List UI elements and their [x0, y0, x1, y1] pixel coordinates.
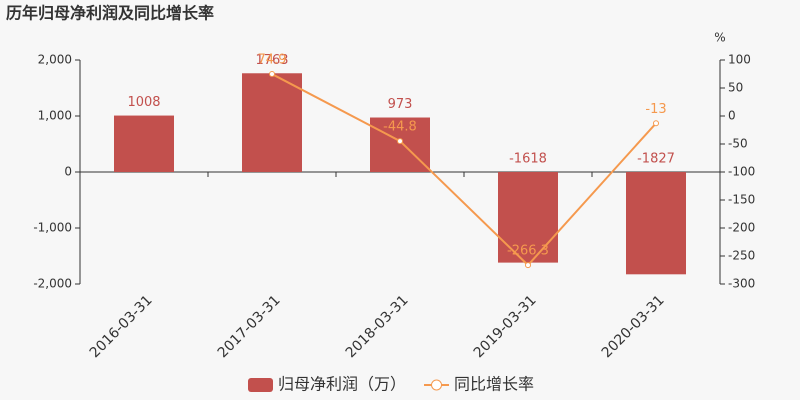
y2-axis-label: % [714, 31, 725, 45]
x-tick-label: 2016-03-31 [87, 292, 156, 361]
x-tick-group: 2016-03-31 [87, 292, 156, 361]
legend-swatch [248, 378, 273, 392]
y-tick-label: -2,000 [33, 277, 72, 291]
y2-tick-label: -300 [728, 277, 755, 291]
y2-tick-label: 100 [728, 53, 751, 67]
bar-value-label: 973 [388, 97, 413, 112]
bar [626, 172, 686, 275]
line [271, 73, 657, 267]
bar-value-label: -1827 [637, 152, 675, 167]
bar [498, 172, 558, 263]
line-point [397, 138, 403, 145]
y2-tick-label: 0 [728, 109, 736, 123]
line-value-label: -13 [645, 102, 666, 117]
x-tick-group: 2019-03-31 [471, 292, 540, 361]
chart-title: 历年归母净利润及同比增长率 [6, 4, 214, 23]
x-tick-label: 2020-03-31 [599, 292, 668, 361]
bar-value-label: 1008 [127, 95, 160, 110]
y2-tick-label: -200 [728, 221, 755, 235]
y2-tick-label: 50 [728, 81, 743, 95]
line-point [525, 262, 531, 269]
y-tick-label: 1,000 [38, 109, 72, 123]
x-tick-group: 2018-03-31 [343, 292, 412, 361]
line-value-label: 74.9 [258, 53, 287, 68]
x-tick-label: 2017-03-31 [215, 292, 284, 361]
bar [370, 117, 430, 172]
y-tick-label: 0 [64, 165, 72, 179]
x-tick-group: 2017-03-31 [215, 292, 284, 361]
line-value-label: -44.8 [383, 120, 417, 135]
y-tick-label: 2,000 [38, 53, 72, 67]
y2-tick-label: -250 [728, 249, 755, 263]
x-tick-group: 2020-03-31 [599, 292, 668, 361]
y2-tick-label: -100 [728, 165, 755, 179]
line-point [653, 120, 659, 127]
legend-label: 同比增长率 [454, 375, 534, 394]
bar [242, 73, 302, 172]
bar [114, 115, 174, 172]
line-value-label: -266.3 [507, 244, 549, 259]
line-point [269, 71, 275, 78]
legend-swatch [431, 379, 443, 391]
bar-value-label: -1618 [509, 152, 547, 167]
x-tick-label: 2019-03-31 [471, 292, 540, 361]
y-tick-label: -1,000 [33, 221, 72, 235]
y2-tick-label: -150 [728, 193, 755, 207]
x-tick-label: 2018-03-31 [343, 292, 412, 361]
bar-value-label: 1763 [255, 53, 288, 68]
legend-label: 归母净利润（万） [278, 375, 406, 394]
y2-tick-label: -50 [728, 137, 748, 151]
